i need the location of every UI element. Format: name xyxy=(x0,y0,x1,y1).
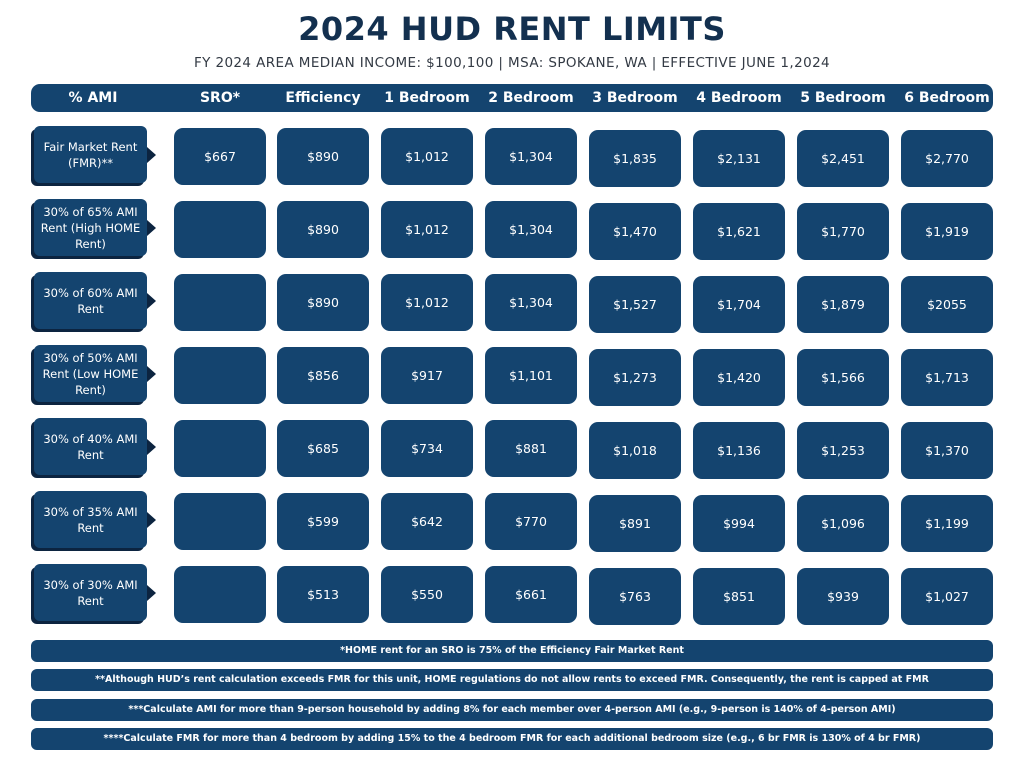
page-subtitle: FY 2024 AREA MEDIAN INCOME: $100,100 | M… xyxy=(193,55,831,71)
rent-cell: $770 xyxy=(485,493,577,550)
column-header: % AMI xyxy=(68,90,118,106)
rent-cell: $763 xyxy=(589,568,681,625)
column-header: 2 Bedroom xyxy=(488,90,574,106)
rent-cell: $2,770 xyxy=(901,130,993,187)
rent-cell: $1,470 xyxy=(589,203,681,260)
row-label: 30% of 65% AMI Rent (High HOME Rent) xyxy=(34,199,156,256)
rent-cell: $1,304 xyxy=(485,128,577,185)
rent-cell: $642 xyxy=(381,493,473,550)
rent-cell: $939 xyxy=(797,568,889,625)
row-label: 30% of 35% AMI Rent xyxy=(34,491,156,548)
rent-cell: $1,566 xyxy=(797,349,889,406)
rent-cell: $2055 xyxy=(901,276,993,333)
rent-cell: $1,199 xyxy=(901,495,993,552)
rent-cell: $1,096 xyxy=(797,495,889,552)
rent-cell: $1,027 xyxy=(901,568,993,625)
rent-cell: $734 xyxy=(381,420,473,477)
rent-cell: $881 xyxy=(485,420,577,477)
row-label: 30% of 40% AMI Rent xyxy=(34,418,156,475)
rent-cell xyxy=(174,201,266,258)
rent-cell: $890 xyxy=(277,128,369,185)
rent-cell: $1,420 xyxy=(693,349,785,406)
rent-cell: $994 xyxy=(693,495,785,552)
rent-cell: $661 xyxy=(485,566,577,623)
rent-cell: $513 xyxy=(277,566,369,623)
rent-cell: $1,304 xyxy=(485,201,577,258)
rent-cell: $2,131 xyxy=(693,130,785,187)
rent-cell: $1,253 xyxy=(797,422,889,479)
rent-cell: $1,835 xyxy=(589,130,681,187)
rent-cell: $851 xyxy=(693,568,785,625)
rent-cell: $599 xyxy=(277,493,369,550)
footnote: **Although HUD’s rent calculation exceed… xyxy=(31,669,993,691)
row-label: Fair Market Rent (FMR)** xyxy=(34,126,156,183)
rent-cell: $1,012 xyxy=(381,128,473,185)
rent-cell: $1,018 xyxy=(589,422,681,479)
column-header: Efficiency xyxy=(285,90,361,106)
rent-cell xyxy=(174,347,266,404)
rent-cell: $1,012 xyxy=(381,201,473,258)
rent-cell: $1,713 xyxy=(901,349,993,406)
footnote: *HOME rent for an SRO is 75% of the Effi… xyxy=(31,640,993,662)
rent-cell: $2,451 xyxy=(797,130,889,187)
column-header: 3 Bedroom xyxy=(592,90,678,106)
rent-cell: $1,919 xyxy=(901,203,993,260)
row-label: 30% of 30% AMI Rent xyxy=(34,564,156,621)
rent-cell: $1,273 xyxy=(589,349,681,406)
row-label: 30% of 50% AMI Rent (Low HOME Rent) xyxy=(34,345,156,402)
column-header: SRO* xyxy=(199,90,241,106)
column-header: 4 Bedroom xyxy=(696,90,782,106)
rent-cell: $856 xyxy=(277,347,369,404)
table-header: % AMI SRO* Efficiency 1 Bedroom 2 Bedroom 3 B… xyxy=(31,84,993,112)
rent-cell: $1,770 xyxy=(797,203,889,260)
rent-cell: $917 xyxy=(381,347,473,404)
rent-cell: $891 xyxy=(589,495,681,552)
rent-cell: $685 xyxy=(277,420,369,477)
rent-cell: $890 xyxy=(277,274,369,331)
rent-cell: $667 xyxy=(174,128,266,185)
column-header: 6 Bedroom xyxy=(904,90,990,106)
rent-cell xyxy=(174,566,266,623)
rent-cell: $1,012 xyxy=(381,274,473,331)
column-header: 1 Bedroom xyxy=(384,90,470,106)
page-title: 2024 HUD RENT LIMITS xyxy=(298,10,726,48)
rent-cell xyxy=(174,274,266,331)
rent-cell xyxy=(174,493,266,550)
row-label: 30% of 60% AMI Rent xyxy=(34,272,156,329)
rent-cell: $1,879 xyxy=(797,276,889,333)
rent-cell xyxy=(174,420,266,477)
footnote: ****Calculate FMR for more than 4 bedroo… xyxy=(31,728,993,750)
rent-cell: $1,621 xyxy=(693,203,785,260)
rent-cell: $1,304 xyxy=(485,274,577,331)
rent-cell: $1,370 xyxy=(901,422,993,479)
rent-cell: $1,527 xyxy=(589,276,681,333)
rent-cell: $1,704 xyxy=(693,276,785,333)
column-header: 5 Bedroom xyxy=(800,90,886,106)
rent-cell: $1,136 xyxy=(693,422,785,479)
rent-cell: $890 xyxy=(277,201,369,258)
rent-cell: $1,101 xyxy=(485,347,577,404)
rent-cell: $550 xyxy=(381,566,473,623)
footnote: ***Calculate AMI for more than 9-person … xyxy=(31,699,993,721)
